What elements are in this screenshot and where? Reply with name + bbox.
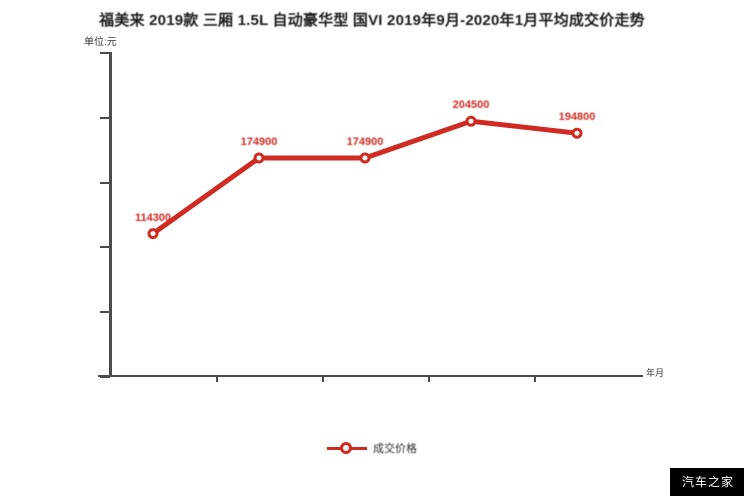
y-axis-tick: [100, 181, 110, 184]
x-axis-tick: [216, 377, 218, 382]
legend-label: 成交价格: [373, 443, 417, 455]
x-axis-unit-label: 年月: [646, 368, 665, 378]
chart-legend: 成交价格: [0, 440, 744, 456]
data-point-marker: [253, 152, 265, 164]
y-axis-tick: [100, 116, 110, 119]
x-axis-tick: [534, 377, 536, 382]
y-axis-tick: [100, 52, 110, 54]
y-axis-tick: [100, 246, 110, 249]
data-point-label: 174900: [346, 136, 384, 149]
x-axis-tick: [428, 377, 430, 382]
data-point-marker: [147, 228, 159, 240]
data-point-label: 114300: [134, 211, 172, 224]
data-point-label: 174900: [240, 136, 278, 149]
y-axis-tick: [100, 311, 110, 314]
chart-title: 福美来 2019款 三厢 1.5L 自动豪华型 国VI 2019年9月-2020…: [99, 12, 645, 29]
watermark: 汽车之家: [669, 468, 744, 496]
x-axis-line: [98, 375, 643, 377]
data-point-label: 204500: [452, 99, 490, 112]
data-point-marker: [359, 152, 371, 164]
data-point-marker: [465, 115, 477, 127]
legend-dot-icon: [340, 442, 352, 454]
data-point-label: 194800: [558, 111, 596, 124]
legend-marker-icon: [327, 442, 367, 454]
data-point-marker: [571, 127, 583, 139]
y-axis-line: [109, 52, 112, 377]
y-axis-tick: [100, 376, 110, 378]
y-axis-unit-label: 单位:元: [84, 37, 117, 48]
x-axis-tick: [322, 377, 324, 382]
